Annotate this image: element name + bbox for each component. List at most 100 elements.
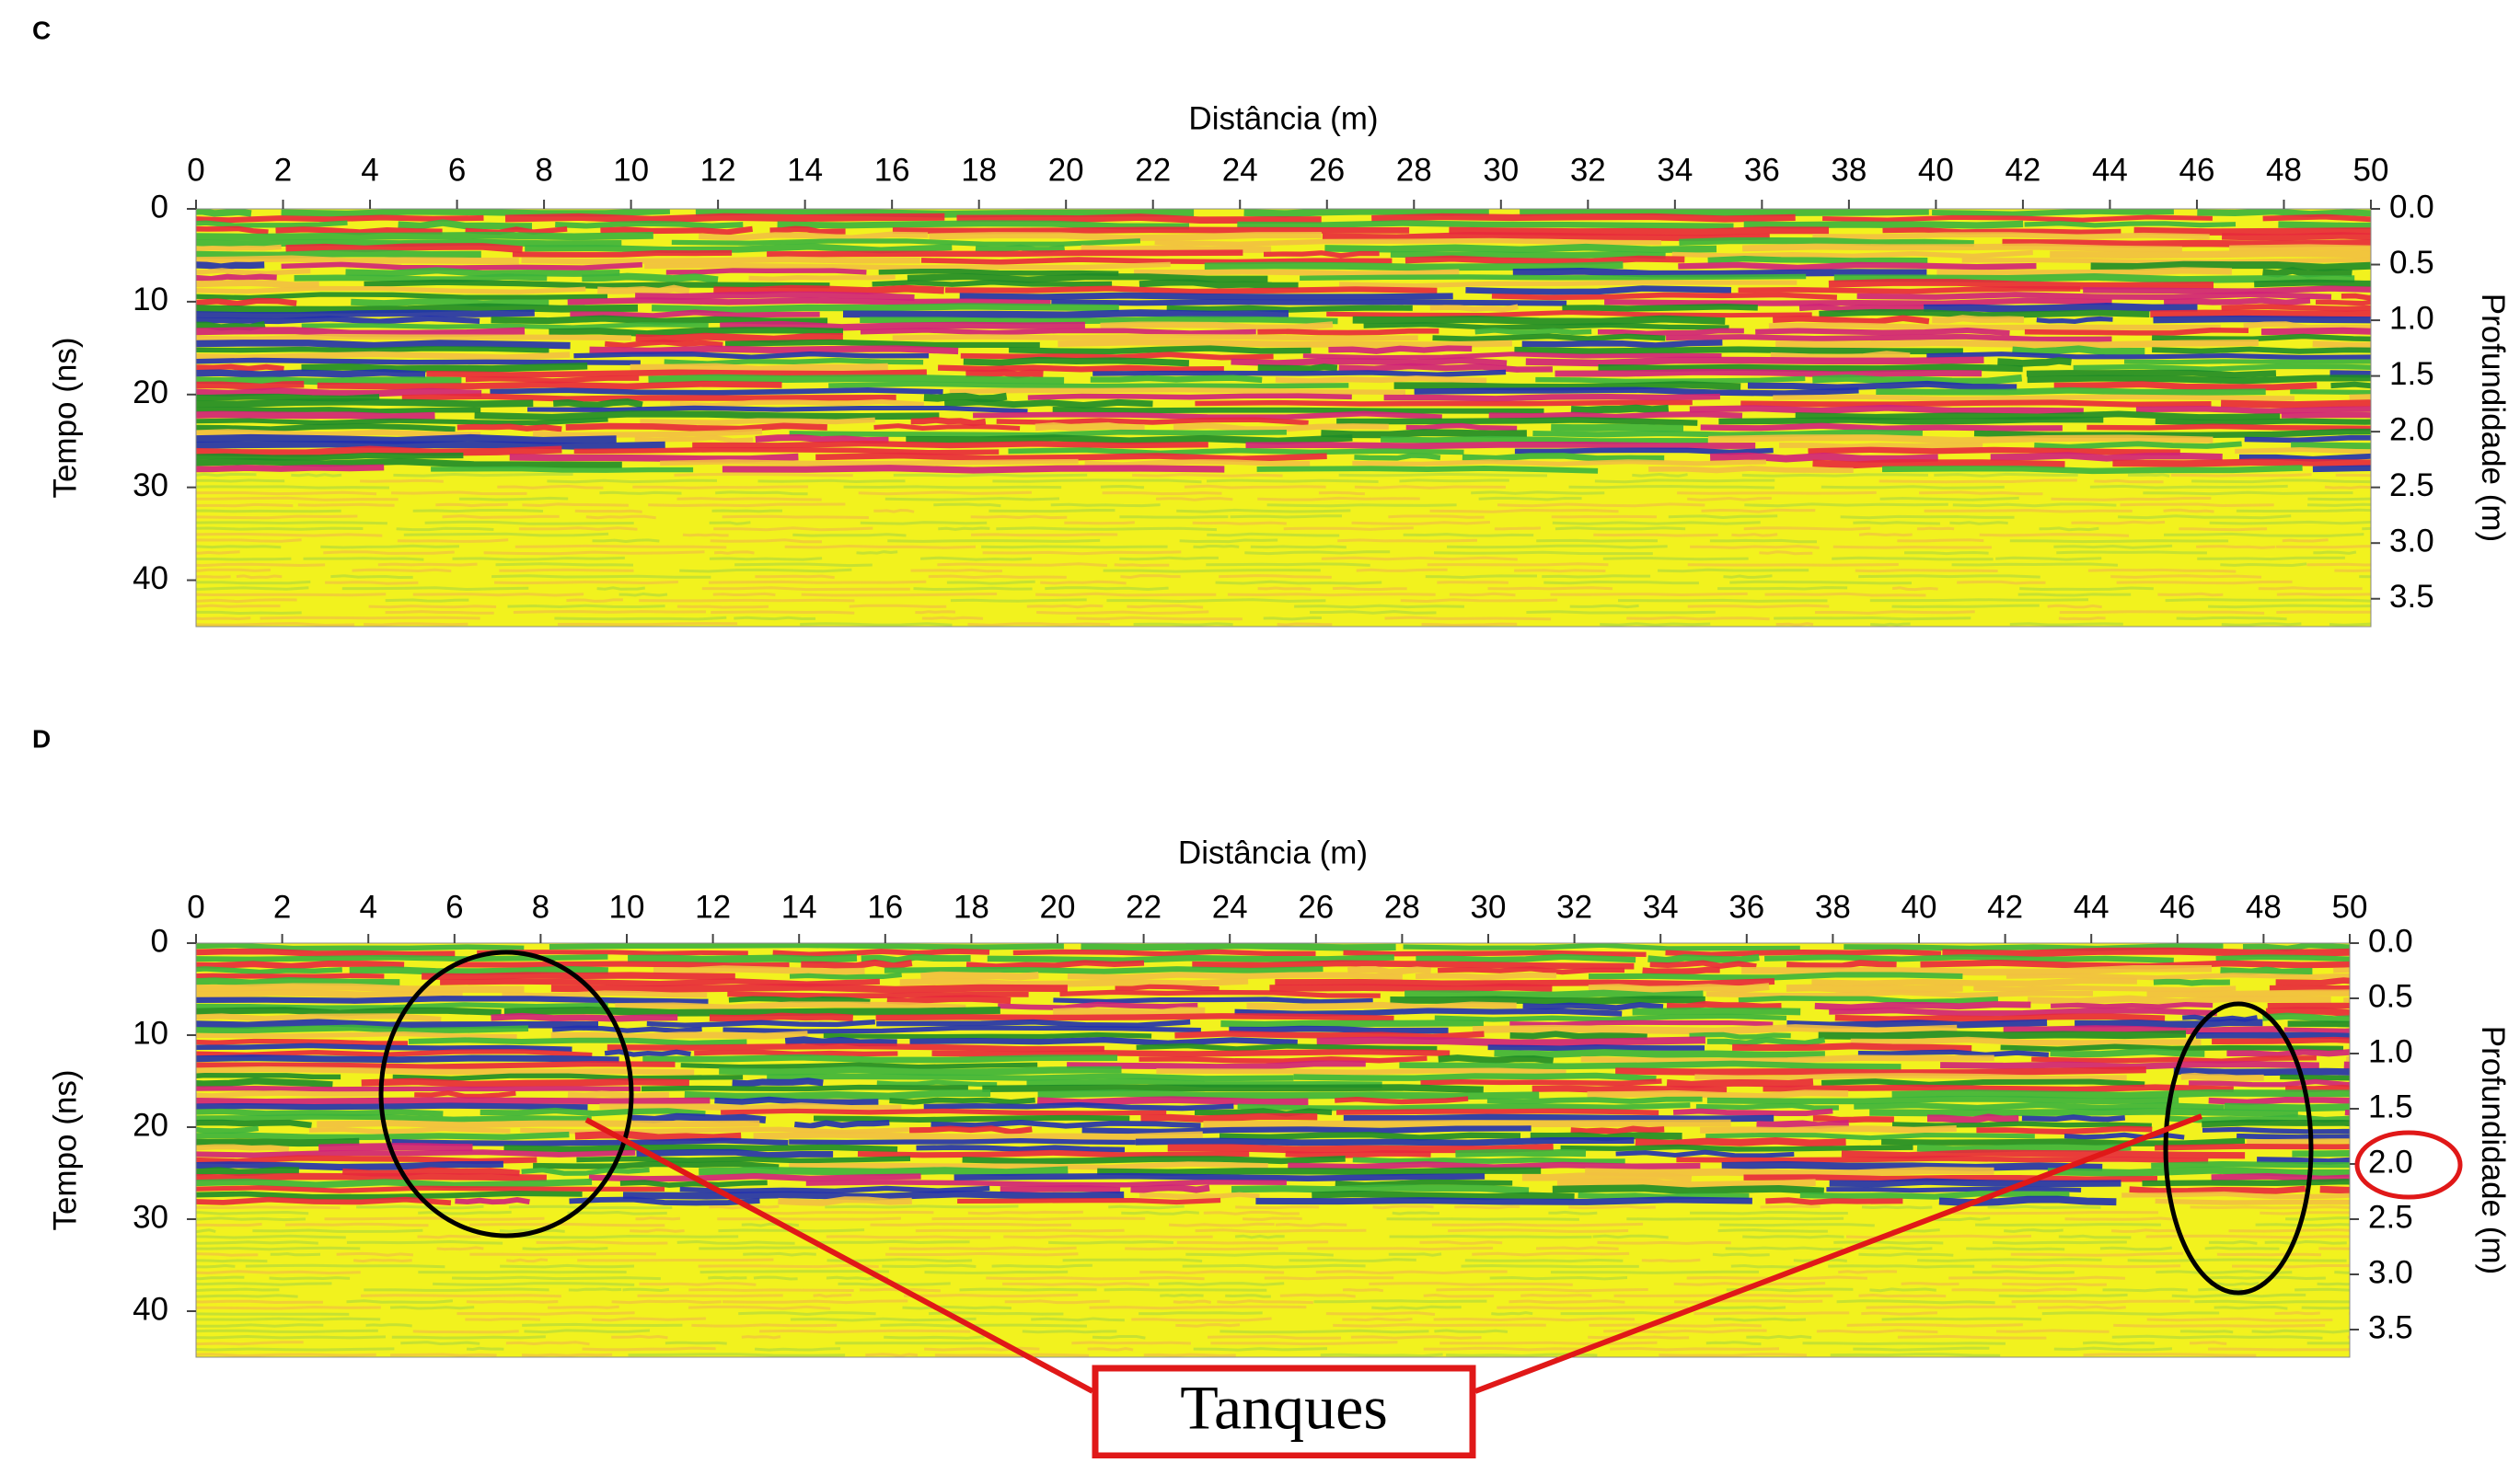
radar-stripe <box>711 612 854 613</box>
radar-stripe <box>1235 1010 1623 1013</box>
radar-stripe <box>1339 474 1547 476</box>
radar-stripe <box>879 271 1119 274</box>
radar-stripe <box>1842 1153 2245 1156</box>
radar-stripe <box>2130 1189 2306 1192</box>
radar-stripe <box>2091 265 2371 268</box>
radar-stripe <box>178 1005 608 1008</box>
radar-stripe <box>2025 224 2236 225</box>
radar-stripe <box>917 1147 1126 1150</box>
radar-stripe <box>366 1325 412 1326</box>
radar-stripe <box>178 516 357 518</box>
radar-stripe <box>1277 624 1333 625</box>
radar-stripe <box>785 1040 897 1043</box>
radar-stripe <box>1881 1141 2245 1144</box>
radar-stripe <box>794 1123 889 1126</box>
radar-stripe <box>2075 1022 2262 1024</box>
radar-stripe <box>1488 1047 1705 1048</box>
radar-stripe <box>392 1141 789 1144</box>
radar-stripe <box>178 455 463 458</box>
radar-stripe <box>790 974 902 977</box>
radar-stripe <box>1974 432 2422 435</box>
radar-stripe <box>757 1212 934 1213</box>
radar-stripe <box>2221 970 2313 972</box>
radar-stripe <box>1742 1237 1844 1238</box>
radar-texture <box>178 209 2520 627</box>
radar-stripe <box>1765 1200 1902 1203</box>
x-tick-label: 50 <box>2332 889 2368 925</box>
radar-stripe <box>2208 1349 2416 1350</box>
radar-stripe <box>467 1348 503 1349</box>
radar-stripe <box>1542 576 1650 577</box>
x-tick-label: 4 <box>361 152 378 188</box>
radar-stripe <box>270 1278 351 1279</box>
radar-stripe <box>721 1111 1166 1113</box>
radar-stripe <box>1490 1278 1627 1279</box>
y-tick-label: 0 <box>151 189 168 225</box>
radar-stripe <box>490 390 942 393</box>
radar-stripe <box>635 294 914 297</box>
radar-stripe <box>178 1076 341 1077</box>
radar-stripe <box>636 1218 681 1219</box>
radar-stripe <box>353 1260 412 1261</box>
radar-stripe <box>1776 624 1813 626</box>
y-tick-label: 30 <box>133 1199 168 1235</box>
radar-stripe <box>1707 1099 2179 1101</box>
radar-stripe <box>1536 540 1658 541</box>
y2-tick-label: 0.0 <box>2368 923 2413 959</box>
radar-stripe <box>1779 445 1982 447</box>
radar-stripe <box>555 224 743 226</box>
radar-stripe <box>1264 617 1322 619</box>
radar-stripe <box>1492 294 1837 297</box>
radar-stripe <box>1352 523 1490 524</box>
radar-stripe <box>778 224 1189 226</box>
x-tick-label: 0 <box>187 152 204 188</box>
radar-stripe <box>915 612 955 613</box>
radar-stripe <box>392 1337 546 1338</box>
radar-stripe <box>1167 308 1413 310</box>
radar-stripe <box>1104 570 1321 572</box>
radar-stripe <box>271 1254 320 1255</box>
radar-stripe <box>1139 1272 1284 1273</box>
radar-stripe <box>597 289 689 292</box>
radar-stripe <box>2202 1129 2413 1132</box>
radar-stripe <box>178 1200 451 1204</box>
radar-stripe <box>1610 1349 1779 1350</box>
x-axis-label: Distância (m) <box>1178 835 1368 870</box>
radar-stripe <box>2263 1016 2406 1019</box>
radar-stripe <box>1288 1164 1700 1167</box>
radar-stripe <box>640 1284 757 1285</box>
radar-stripe <box>1387 1219 1579 1220</box>
radar-stripe <box>1690 1213 1848 1214</box>
radar-stripe <box>2177 617 2287 618</box>
radar-stripe <box>178 1028 528 1031</box>
radar-stripe <box>413 1331 519 1332</box>
radar-stripe <box>1774 618 1971 619</box>
radar-stripe <box>2343 998 2492 1001</box>
radar-stripe <box>566 600 623 602</box>
radar-stripe <box>756 438 889 441</box>
radar-stripe <box>465 1319 540 1320</box>
radar-stripe <box>1473 1028 1957 1031</box>
radar-stripe <box>1106 600 1325 602</box>
radar-stripe <box>938 368 1224 370</box>
radar-stripe <box>1139 1058 1428 1061</box>
radar-stripe <box>925 1272 1069 1273</box>
radar-stripe <box>843 313 1289 315</box>
radar-stripe <box>347 1301 453 1303</box>
y2-tick-label: 2.5 <box>2389 467 2434 503</box>
y-tick-label: 20 <box>133 374 168 410</box>
radar-stripe <box>1450 593 1516 595</box>
radar-stripe <box>910 1040 1298 1043</box>
radar-stripe <box>1289 1260 1416 1261</box>
radar-stripe <box>1134 624 1233 625</box>
radar-stripe <box>2059 1236 2132 1238</box>
radar-stripe <box>497 486 603 488</box>
radar-stripe <box>260 617 480 618</box>
radar-stripe <box>178 474 257 476</box>
radar-stripe <box>409 1040 746 1043</box>
radar-stripe <box>961 354 1274 357</box>
radar-stripe <box>1696 1105 1839 1108</box>
radar-stripe <box>2136 408 2520 411</box>
y-tick-label: 10 <box>133 1015 168 1051</box>
radar-stripe <box>500 1265 634 1267</box>
